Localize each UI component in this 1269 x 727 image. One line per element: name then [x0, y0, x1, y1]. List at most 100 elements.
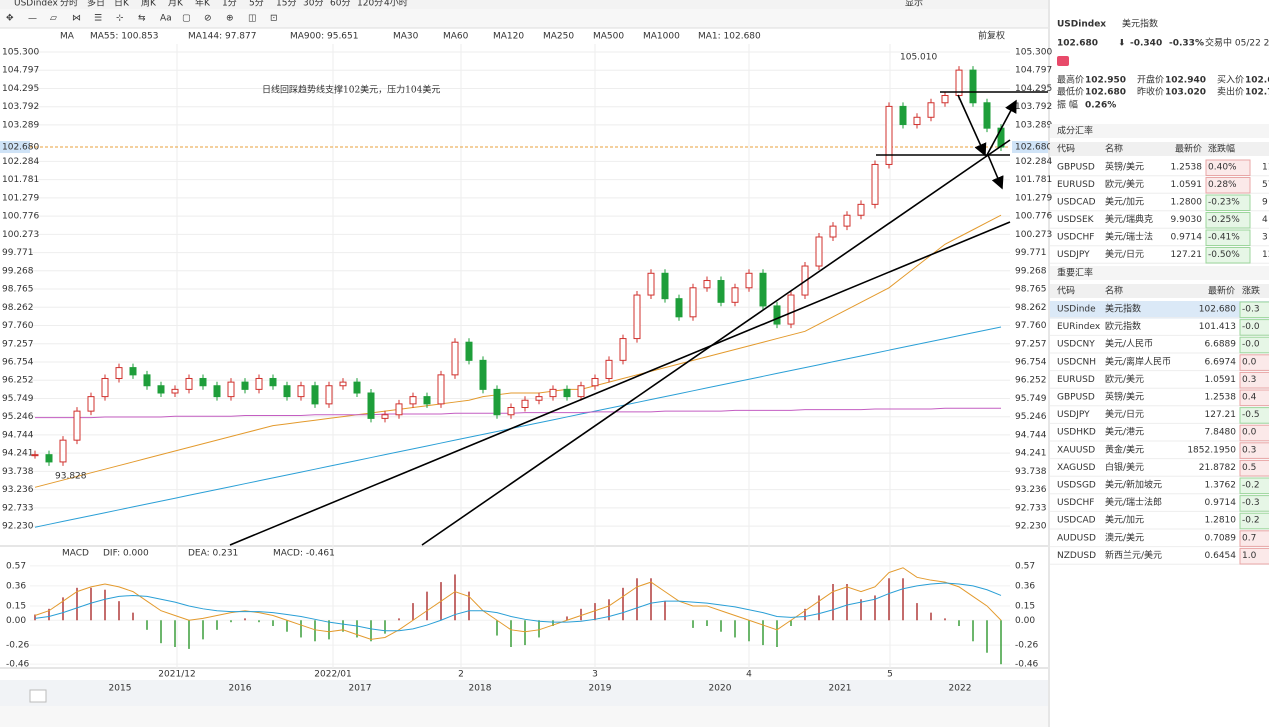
name-cell[interactable]: 美元/瑞士法 — [1105, 231, 1153, 243]
value-cell[interactable]: 0.3 — [1242, 445, 1256, 455]
name-cell[interactable]: 美元/港元 — [1105, 426, 1144, 438]
tool-icon[interactable]: — — [28, 14, 37, 24]
code-cell[interactable]: USDCHF — [1057, 233, 1094, 243]
name-cell[interactable]: 美元/加元 — [1105, 514, 1144, 526]
period-tab[interactable]: 5分 — [249, 0, 264, 9]
value-cell[interactable]: 1.2538 — [1205, 393, 1237, 403]
period-tab[interactable]: 月K — [168, 0, 184, 9]
legend-entry[interactable]: MA144: 97.877 — [188, 32, 256, 42]
name-cell[interactable]: 欧元指数 — [1105, 320, 1141, 332]
value-cell[interactable]: 102.680 — [1199, 305, 1236, 315]
value-cell[interactable]: 0.40% — [1208, 163, 1237, 173]
value-cell[interactable]: 127.21 — [1171, 250, 1203, 260]
legend-entry-inactive[interactable]: MA500 — [593, 32, 624, 42]
code-cell[interactable]: XAGUSD — [1057, 463, 1095, 473]
period-tab[interactable]: 4小时 — [384, 0, 408, 9]
period-tab[interactable]: 60分 — [330, 0, 350, 9]
name-cell[interactable]: 美元/日元 — [1105, 408, 1144, 420]
value-cell[interactable]: 21.8782 — [1199, 463, 1236, 473]
code-cell[interactable]: USDinde — [1057, 305, 1096, 315]
value-cell[interactable]: 4 — [1262, 215, 1268, 225]
name-cell[interactable]: 欧元/美元 — [1105, 178, 1144, 190]
name-cell[interactable]: 美元指数 — [1105, 303, 1141, 315]
name-cell[interactable]: 英镑/美元 — [1105, 161, 1144, 173]
value-cell[interactable]: -0.2 — [1242, 481, 1260, 491]
value-cell[interactable]: 7.8480 — [1205, 428, 1237, 438]
tool-icon[interactable]: ⊡ — [270, 14, 278, 24]
period-tab[interactable]: 年K — [195, 0, 211, 9]
code-cell[interactable]: USDCNH — [1057, 357, 1096, 367]
code-cell[interactable]: GBPUSD — [1057, 393, 1095, 403]
value-cell[interactable]: 1.3762 — [1205, 481, 1237, 491]
code-cell[interactable]: USDJPY — [1057, 410, 1090, 420]
value-cell[interactable]: 6.6974 — [1205, 357, 1237, 367]
value-cell[interactable]: -0.25% — [1208, 215, 1240, 225]
name-cell[interactable]: 美元/人民币 — [1105, 338, 1153, 350]
value-cell[interactable]: 0.9714 — [1205, 498, 1237, 508]
tool-icon[interactable]: ▢ — [182, 14, 191, 24]
adjust-mode[interactable]: 前复权 — [978, 30, 1005, 42]
navigator[interactable] — [0, 680, 1048, 706]
code-cell[interactable]: NZDUSD — [1057, 551, 1096, 561]
navigator-handle[interactable] — [29, 689, 47, 703]
value-cell[interactable]: 0.7089 — [1205, 533, 1237, 543]
value-cell[interactable]: -0.50% — [1208, 250, 1240, 260]
period-tab[interactable]: 分时 — [60, 0, 78, 9]
value-cell[interactable]: 0.0 — [1242, 428, 1257, 438]
value-cell[interactable]: -0.23% — [1208, 198, 1240, 208]
tool-icon[interactable]: Aa — [160, 14, 172, 24]
value-cell[interactable]: -0.3 — [1242, 498, 1260, 508]
name-cell[interactable]: 白银/美元 — [1105, 461, 1144, 473]
tool-icon[interactable]: ⊘ — [204, 14, 212, 24]
period-tab[interactable]: 120分 — [357, 0, 383, 9]
value-cell[interactable]: -0.5 — [1242, 410, 1260, 420]
code-cell[interactable]: USDHKD — [1057, 428, 1096, 438]
value-cell[interactable]: -0.3 — [1242, 305, 1260, 315]
tool-icon[interactable]: ◫ — [248, 14, 257, 24]
name-cell[interactable]: 澳元/美元 — [1105, 531, 1144, 543]
period-tab[interactable]: 多日 — [87, 0, 105, 9]
code-cell[interactable]: USDCAD — [1057, 516, 1096, 526]
period-tab[interactable]: 30分 — [303, 0, 323, 9]
value-cell[interactable]: 1.2800 — [1171, 198, 1203, 208]
period-tab[interactable]: 1分 — [222, 0, 237, 9]
code-cell[interactable]: USDCAD — [1057, 198, 1096, 208]
value-cell[interactable]: 13 — [1262, 250, 1269, 260]
value-cell[interactable]: 9.9030 — [1171, 215, 1203, 225]
code-cell[interactable]: USDCNY — [1057, 340, 1095, 350]
value-cell[interactable]: 1.0591 — [1205, 375, 1237, 385]
value-cell[interactable]: 3 — [1262, 233, 1268, 243]
value-cell[interactable]: -0.0 — [1242, 322, 1260, 332]
name-cell[interactable]: 美元/日元 — [1105, 248, 1144, 260]
value-cell[interactable]: 1.2810 — [1205, 516, 1237, 526]
code-cell[interactable]: USDSEK — [1057, 215, 1095, 225]
value-cell[interactable]: 0.7 — [1242, 533, 1256, 543]
name-cell[interactable]: 美元/新加坡元 — [1105, 479, 1162, 491]
tool-icon[interactable]: ▱ — [50, 14, 57, 24]
value-cell[interactable]: 9 — [1262, 198, 1268, 208]
legend-entry-inactive[interactable]: MA120 — [493, 32, 524, 42]
value-cell[interactable]: 0.3 — [1242, 375, 1256, 385]
tool-icon[interactable]: ✥ — [6, 14, 14, 24]
legend-entry-inactive[interactable]: MA30 — [393, 32, 419, 42]
code-cell[interactable]: GBPUSD — [1057, 163, 1095, 173]
value-cell[interactable]: 0.4 — [1242, 393, 1257, 403]
value-cell[interactable]: -0.2 — [1242, 516, 1260, 526]
display-toggle[interactable]: 显示 — [905, 0, 923, 9]
value-cell[interactable]: 0.6454 — [1205, 551, 1237, 561]
legend-entry-inactive[interactable]: MA1000 — [643, 32, 680, 42]
value-cell[interactable]: 101.413 — [1199, 322, 1236, 332]
value-cell[interactable]: 6.6889 — [1205, 340, 1237, 350]
tool-icon[interactable]: ⊕ — [226, 14, 234, 24]
code-cell[interactable]: EURUSD — [1057, 180, 1095, 190]
value-cell[interactable]: 1.0 — [1242, 551, 1257, 561]
favorite[interactable] — [1057, 56, 1069, 66]
period-tab[interactable]: 15分 — [276, 0, 296, 9]
name-cell[interactable]: 黄金/美元 — [1105, 443, 1144, 455]
code-cell[interactable]: XAUUSD — [1057, 445, 1095, 455]
value-cell[interactable]: 0.0 — [1242, 357, 1257, 367]
period-tab[interactable]: 周K — [141, 0, 157, 9]
tool-icon[interactable]: ☰ — [94, 14, 102, 24]
code-cell[interactable]: USDSGD — [1057, 481, 1096, 491]
code-cell[interactable]: EURUSD — [1057, 375, 1095, 385]
